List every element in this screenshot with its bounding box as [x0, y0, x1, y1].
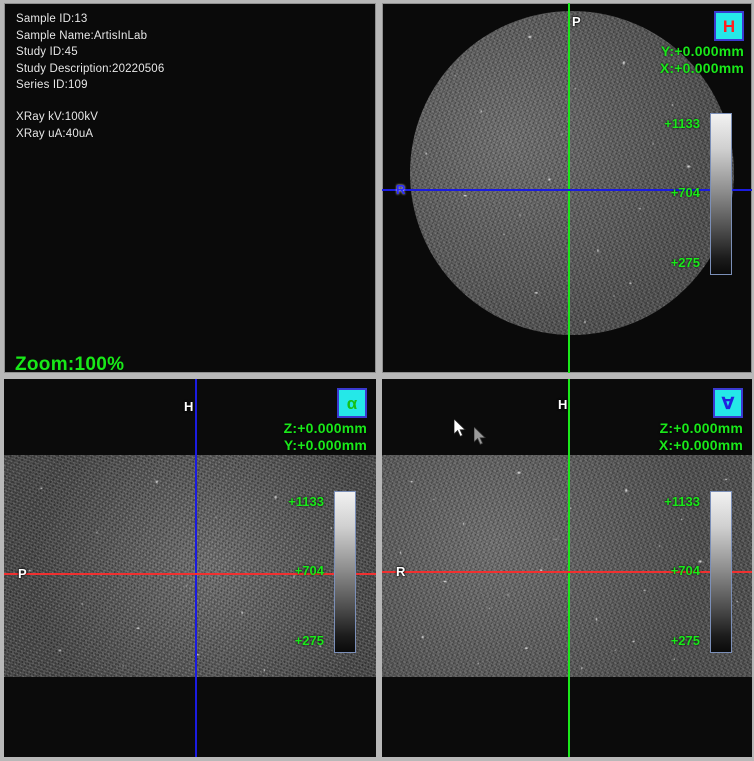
xray-kv-line: XRay kV:100kV [16, 110, 99, 123]
axial-colorbar[interactable] [710, 113, 732, 275]
sagittal-colorbar[interactable] [710, 491, 732, 653]
sagittal-specimen-slab [382, 455, 752, 677]
coronal-crosshair-vertical[interactable] [195, 379, 197, 757]
coronal-colorbar-mid: +704 [294, 563, 324, 578]
coronal-view-panel[interactable]: H P α Z:+0.000mm Y:+0.000mm +1133 +704 +… [4, 379, 376, 757]
coronal-colorbar-min: +275 [294, 633, 324, 648]
xray-ua-line: XRay uA:40uA [16, 127, 94, 140]
sagittal-coord-x: X:+0.000mm [658, 437, 743, 453]
coronal-coord-z: Z:+0.000mm [283, 420, 367, 436]
axial-coord-x: X:+0.000mm [659, 60, 744, 76]
coronal-colorbar[interactable] [334, 491, 356, 653]
sagittal-colorbar-min: +275 [670, 633, 700, 648]
sagittal-image[interactable] [382, 379, 752, 757]
axial-image[interactable] [382, 3, 752, 373]
axial-orientation-left: R [396, 182, 406, 197]
series-id-line: Series ID:109 [16, 79, 88, 92]
coronal-air-top [4, 379, 376, 455]
coronal-colorbar-max: +1133 [288, 494, 324, 509]
sagittal-orientation-badge-icon[interactable]: ∀ [713, 388, 743, 418]
sagittal-coord-z: Z:+0.000mm [659, 420, 743, 436]
coronal-coordinate-readout: Z:+0.000mm Y:+0.000mm [284, 420, 367, 454]
sagittal-orientation-top: H [558, 397, 568, 412]
metadata-panel[interactable]: Sample ID:13 Sample Name:ArtisInLab Stud… [4, 3, 376, 373]
study-description-line: Study Description:20220506 [16, 62, 165, 75]
coronal-orientation-top: H [184, 399, 194, 414]
zoom-level-label: Zoom:100% [15, 354, 125, 373]
axial-crosshair-horizontal[interactable] [382, 189, 752, 191]
axial-crosshair-vertical[interactable] [568, 3, 570, 373]
coronal-air-bottom [4, 677, 376, 757]
sagittal-crosshair-horizontal[interactable] [382, 571, 752, 573]
coronal-orientation-badge-icon[interactable]: α [337, 388, 367, 418]
axial-colorbar-max: +1133 [664, 116, 700, 131]
sagittal-air-bottom [382, 677, 752, 757]
axial-view-panel[interactable]: P R H Y:+0.000mm X:+0.000mm +1133 +704 +… [382, 3, 752, 373]
sagittal-colorbar-mid: +704 [670, 563, 700, 578]
axial-colorbar-mid: +704 [670, 185, 700, 200]
sagittal-crosshair-vertical[interactable] [568, 379, 570, 757]
sample-id-line: Sample ID:13 [16, 13, 88, 25]
mouse-cursor-primary-icon [454, 419, 466, 437]
axial-colorbar-min: +275 [670, 255, 700, 270]
sample-name-line: Sample Name:ArtisInLab [16, 29, 148, 42]
axial-orientation-top: P [572, 14, 581, 29]
metadata-text-block: Sample ID:13 Sample Name:ArtisInLab Stud… [16, 11, 164, 142]
coronal-image[interactable] [4, 379, 376, 757]
study-id-line: Study ID:45 [16, 46, 78, 59]
sagittal-colorbar-max: +1133 [664, 494, 700, 509]
coronal-specimen-slab [4, 455, 376, 677]
axial-coord-y: Y:+0.000mm [660, 43, 744, 59]
sagittal-coordinate-readout: Z:+0.000mm X:+0.000mm [659, 420, 743, 454]
mouse-cursor-secondary-icon [474, 427, 486, 445]
sagittal-air-top [382, 379, 752, 455]
axial-coordinate-readout: Y:+0.000mm X:+0.000mm [660, 43, 744, 77]
sagittal-view-panel[interactable]: H R ∀ Z:+0.000mm X:+0.000mm +1133 +704 +… [382, 379, 752, 757]
coronal-crosshair-horizontal[interactable] [4, 573, 376, 575]
sagittal-orientation-left: R [396, 564, 406, 579]
coronal-orientation-left: P [18, 566, 27, 581]
axial-orientation-badge-icon[interactable]: H [714, 11, 744, 41]
coronal-coord-y: Y:+0.000mm [283, 437, 367, 453]
metadata-spacer [16, 94, 164, 109]
specimen-cross-section [410, 11, 734, 335]
